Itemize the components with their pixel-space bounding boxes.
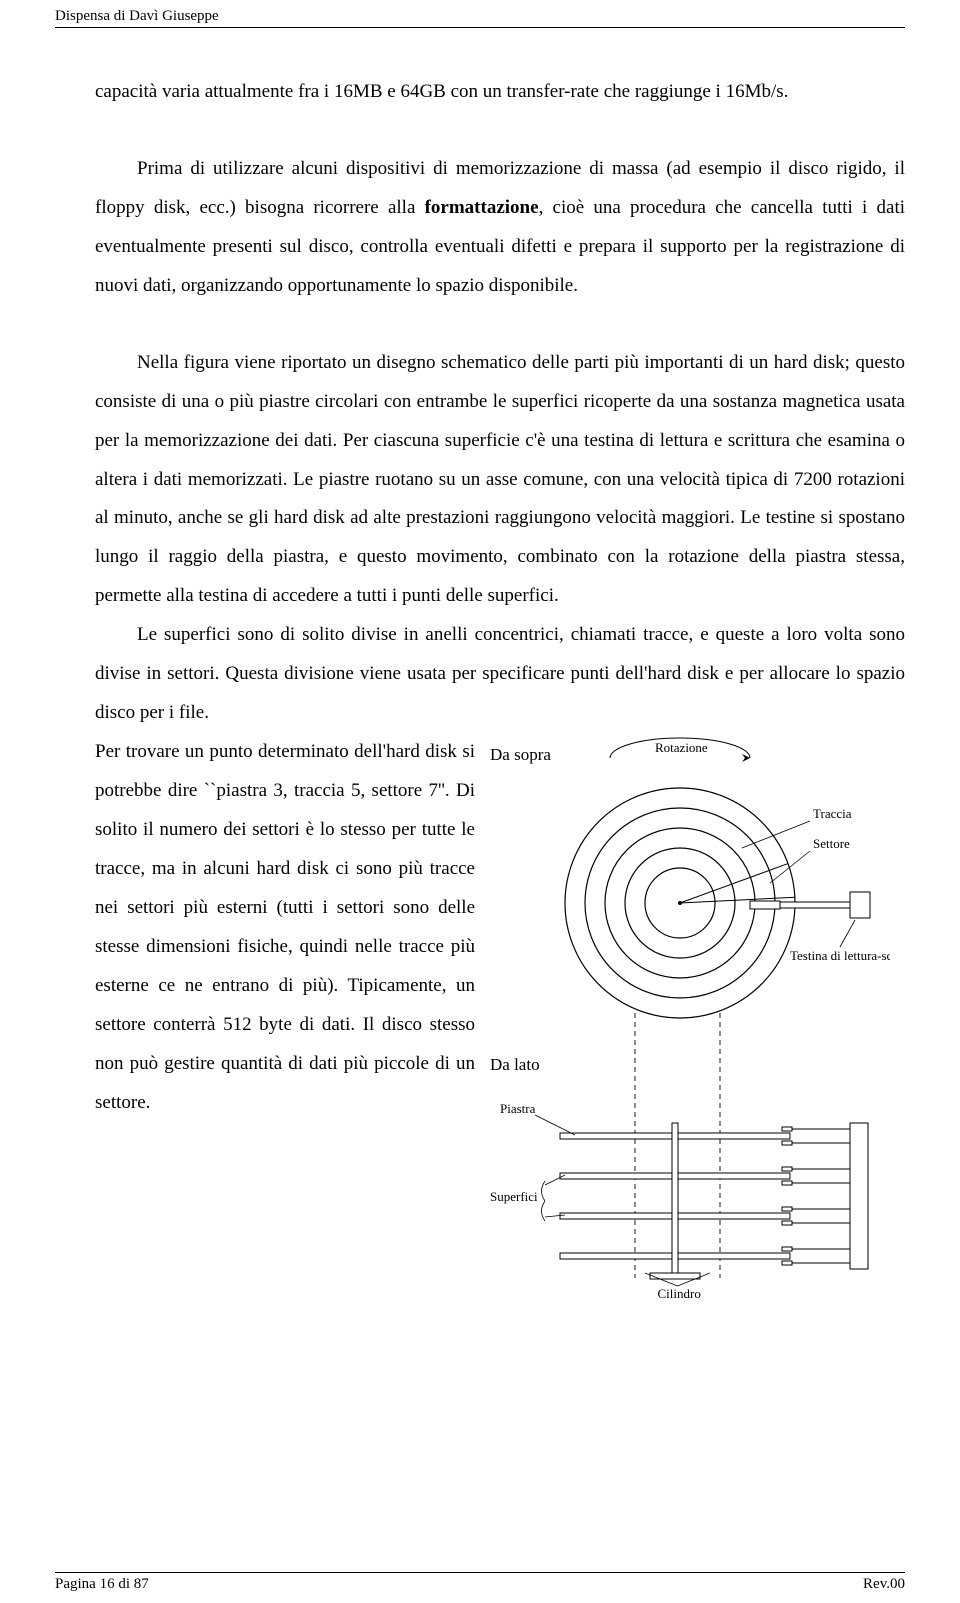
paragraph-1: capacità varia attualmente fra i 16MB e …: [95, 73, 905, 112]
footer-page-number: Pagina 16 di 87: [55, 1576, 149, 1593]
column-right-diagram: Da sopra Da lato Rotazione Traccia Settore…: [490, 733, 905, 1313]
p2-bold: formattazione: [425, 197, 539, 218]
p4a-text: Le superfici sono di solito divise in an…: [95, 624, 905, 723]
hard-disk-diagram: Rotazione Traccia Settore Testina di lettur…: [490, 733, 890, 1313]
paragraph-3: Nella figura viene riportato un disegno …: [95, 344, 905, 617]
svg-text:Piastra: Piastra: [500, 1101, 536, 1116]
page-footer: Pagina 16 di 87 Rev.00: [55, 1572, 905, 1593]
text-diagram-columns: Per trovare un punto determinato dell'ha…: [95, 733, 905, 1313]
svg-text:Testina di lettura-scrittura: Testina di lettura-scrittura: [790, 948, 890, 963]
header-text: Dispensa di Davì Giuseppe: [55, 8, 219, 24]
svg-text:Superfici: Superfici: [490, 1189, 538, 1204]
paragraph-2: Prima di utilizzare alcuni dispositivi d…: [95, 150, 905, 306]
footer-revision: Rev.00: [863, 1576, 905, 1593]
svg-text:Rotazione: Rotazione: [655, 740, 708, 755]
label-da-lato: Da lato: [490, 1048, 540, 1083]
svg-text:Cilindro: Cilindro: [658, 1286, 701, 1301]
svg-text:Traccia: Traccia: [813, 806, 852, 821]
svg-text:Settore: Settore: [813, 836, 850, 851]
page: Dispensa di Davì Giuseppe capacità varia…: [0, 0, 960, 1603]
paragraph-4a: Le superfici sono di solito divise in an…: [95, 616, 905, 733]
page-header: Dispensa di Davì Giuseppe: [55, 0, 905, 28]
paragraph-4b: Per trovare un punto determinato dell'ha…: [95, 733, 475, 1122]
column-left: Per trovare un punto determinato dell'ha…: [95, 733, 475, 1122]
label-da-sopra: Da sopra: [490, 738, 551, 773]
page-content: capacità varia attualmente fra i 16MB e …: [55, 28, 905, 1313]
